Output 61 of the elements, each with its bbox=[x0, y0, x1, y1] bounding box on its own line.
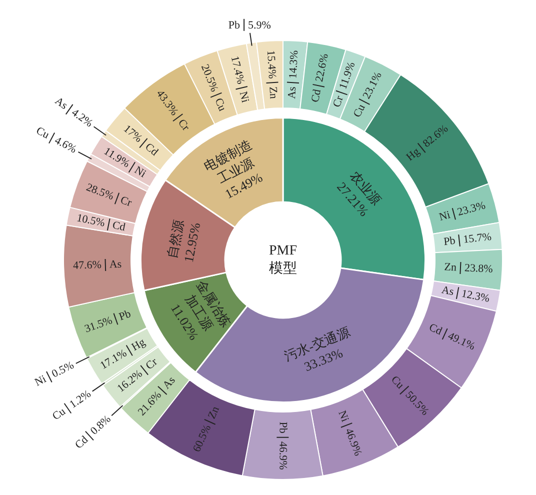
category-label: Cr bbox=[175, 117, 192, 134]
data-label: 4.2% bbox=[69, 106, 95, 130]
category-label: Cd bbox=[142, 140, 161, 159]
data-label: 23.1% bbox=[360, 70, 384, 101]
category-label: Ni bbox=[33, 373, 48, 389]
data-label: 1.2% bbox=[68, 388, 94, 411]
data-label: 17% bbox=[121, 122, 144, 145]
category-label: Zn bbox=[206, 404, 222, 421]
data-label: 46.9% bbox=[342, 426, 364, 458]
category-label: Pb bbox=[443, 234, 456, 248]
category-label: As bbox=[440, 284, 455, 298]
data-label: 23.8% bbox=[464, 262, 494, 276]
data-label: 60.5% bbox=[190, 423, 214, 454]
category-label: Cd bbox=[111, 219, 127, 234]
data-label: 47.6% bbox=[72, 259, 102, 272]
data-label: 0.8% bbox=[88, 413, 114, 438]
category-label: Pb bbox=[228, 19, 241, 32]
data-label: 28.5% bbox=[84, 181, 116, 203]
data-label: 49.1% bbox=[446, 330, 477, 353]
data-label: 15.4% bbox=[264, 50, 278, 80]
category-label: Cd bbox=[72, 434, 91, 452]
category-label: Cu bbox=[50, 405, 68, 423]
category-label: Zn bbox=[266, 86, 280, 100]
data-label: 11.9% bbox=[337, 60, 358, 91]
category-label: Ni bbox=[438, 209, 452, 224]
category-label: Ni bbox=[132, 164, 148, 180]
category-label: As bbox=[286, 86, 299, 100]
category-label: Cu bbox=[34, 124, 52, 142]
category-label: Cd bbox=[427, 321, 444, 338]
text: PMF 模型 bbox=[268, 244, 298, 277]
category-label: Cr bbox=[118, 194, 134, 210]
category-label: 自然源 bbox=[164, 218, 186, 260]
category-label: As bbox=[109, 258, 122, 271]
data-label: 12.3% bbox=[460, 288, 490, 305]
category-label: Cu bbox=[212, 96, 228, 114]
category-label: Zn bbox=[444, 261, 458, 274]
data-label: 31.5% bbox=[83, 314, 114, 336]
category-label: Cr bbox=[330, 94, 346, 109]
data-label: 0.5% bbox=[50, 359, 76, 380]
data-label: 46.9% bbox=[276, 441, 289, 470]
data-label: 15.7% bbox=[462, 230, 492, 246]
category-label: As bbox=[160, 374, 178, 392]
data-label: 20.5% bbox=[198, 62, 220, 94]
data-label: 5.9% bbox=[248, 19, 271, 32]
category-label: Cu bbox=[351, 102, 368, 120]
data-label: 23.3% bbox=[456, 200, 487, 219]
category-label: Cr bbox=[144, 356, 160, 372]
category-label: Hg bbox=[130, 336, 148, 354]
category-label: Ni bbox=[236, 90, 252, 104]
category-label: Pb bbox=[276, 422, 289, 434]
category-label: Cu bbox=[388, 374, 406, 392]
category-label: Cd bbox=[309, 88, 324, 104]
category-label: Ni bbox=[336, 409, 351, 424]
data-label: 10.5% bbox=[76, 212, 106, 230]
category-label: As bbox=[52, 95, 70, 112]
data-label: 4.6% bbox=[52, 134, 78, 156]
category-label: Hg bbox=[404, 145, 423, 164]
data-label: 14.3% bbox=[287, 50, 301, 79]
category-label: Pb bbox=[117, 308, 133, 324]
data-label: 17.4% bbox=[228, 54, 247, 86]
data-label: 22.6% bbox=[313, 52, 331, 83]
